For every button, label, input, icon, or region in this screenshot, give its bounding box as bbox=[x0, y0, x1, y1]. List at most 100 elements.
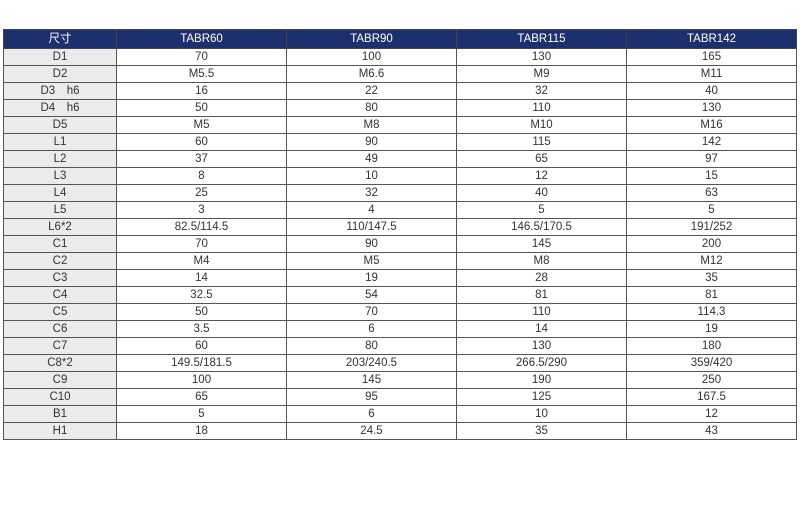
cell-value: 49 bbox=[286, 150, 457, 168]
table-row: C4 32.5 54 81 81 bbox=[3, 286, 797, 304]
cell-value: 35 bbox=[456, 422, 627, 440]
cell-value: M4 bbox=[116, 252, 287, 270]
cell-value: 5 bbox=[626, 201, 797, 219]
cell-value: 70 bbox=[286, 303, 457, 321]
row-label: L5 bbox=[3, 201, 117, 219]
cell-value: 63 bbox=[626, 184, 797, 202]
cell-value: 4 bbox=[286, 201, 457, 219]
table-row: C10 65 95 125 167.5 bbox=[3, 388, 797, 406]
row-label: C5 bbox=[3, 303, 117, 321]
cell-value: 50 bbox=[116, 303, 287, 321]
row-label: D1 bbox=[3, 48, 117, 66]
row-label: L6*2 bbox=[3, 218, 117, 236]
cell-value: 22 bbox=[286, 82, 457, 100]
cell-value: 3 bbox=[116, 201, 287, 219]
cell-value: 250 bbox=[626, 371, 797, 389]
cell-value: 65 bbox=[456, 150, 627, 168]
table-row: C3 14 19 28 35 bbox=[3, 269, 797, 287]
cell-value: 60 bbox=[116, 133, 287, 151]
cell-value: 130 bbox=[456, 48, 627, 66]
cell-value: 81 bbox=[626, 286, 797, 304]
row-label: C3 bbox=[3, 269, 117, 287]
cell-value: M6.6 bbox=[286, 65, 457, 83]
row-label: C9 bbox=[3, 371, 117, 389]
table-row: L1 60 90 115 142 bbox=[3, 133, 797, 151]
cell-value: 110/147.5 bbox=[286, 218, 457, 236]
cell-value: 18 bbox=[116, 422, 287, 440]
table-row: C1 70 90 145 200 bbox=[3, 235, 797, 253]
header-model: TABR115 bbox=[456, 29, 627, 49]
cell-value: 203/240.5 bbox=[286, 354, 457, 372]
cell-value: 15 bbox=[626, 167, 797, 185]
cell-value: 359/420 bbox=[626, 354, 797, 372]
cell-value: M16 bbox=[626, 116, 797, 134]
cell-value: 37 bbox=[116, 150, 287, 168]
row-label: C7 bbox=[3, 337, 117, 355]
cell-value: 200 bbox=[626, 235, 797, 253]
row-label: L1 bbox=[3, 133, 117, 151]
cell-value: 146.5/170.5 bbox=[456, 218, 627, 236]
cell-value: 180 bbox=[626, 337, 797, 355]
table-row: D1 70 100 130 165 bbox=[3, 48, 797, 66]
cell-value: 65 bbox=[116, 388, 287, 406]
cell-value: 266.5/290 bbox=[456, 354, 627, 372]
row-label: C6 bbox=[3, 320, 117, 338]
row-label: C1 bbox=[3, 235, 117, 253]
cell-value: M8 bbox=[286, 116, 457, 134]
cell-value: 32 bbox=[456, 82, 627, 100]
cell-value: M11 bbox=[626, 65, 797, 83]
header-row: 尺寸 TABR60 TABR90 TABR115 TABR142 bbox=[3, 29, 797, 49]
table-row: C9 100 145 190 250 bbox=[3, 371, 797, 389]
table-row: C7 60 80 130 180 bbox=[3, 337, 797, 355]
cell-value: 80 bbox=[286, 99, 457, 117]
cell-value: 165 bbox=[626, 48, 797, 66]
cell-value: 28 bbox=[456, 269, 627, 287]
row-label: C2 bbox=[3, 252, 117, 270]
cell-value: 82.5/114.5 bbox=[116, 218, 287, 236]
cell-value: 70 bbox=[116, 235, 287, 253]
header-model: TABR142 bbox=[626, 29, 797, 49]
cell-value: 149.5/181.5 bbox=[116, 354, 287, 372]
cell-value: 40 bbox=[626, 82, 797, 100]
cell-value: 12 bbox=[456, 167, 627, 185]
table-row: B1 5 6 10 12 bbox=[3, 405, 797, 423]
cell-value: 130 bbox=[626, 99, 797, 117]
table-row: H1 18 24.5 35 43 bbox=[3, 422, 797, 440]
cell-value: 3.5 bbox=[116, 320, 287, 338]
cell-value: 100 bbox=[286, 48, 457, 66]
cell-value: 145 bbox=[456, 235, 627, 253]
table-row: C5 50 70 110 114.3 bbox=[3, 303, 797, 321]
cell-value: 95 bbox=[286, 388, 457, 406]
row-label: C10 bbox=[3, 388, 117, 406]
cell-value: M10 bbox=[456, 116, 627, 134]
cell-value: M12 bbox=[626, 252, 797, 270]
row-label: C4 bbox=[3, 286, 117, 304]
table-body: D1 70 100 130 165 D2 M5.5 M6.6 M9 M11 D3 h6 16 22 32 4… bbox=[3, 48, 797, 440]
table-row: C6 3.5 6 14 19 bbox=[3, 320, 797, 338]
row-label: B1 bbox=[3, 405, 117, 423]
cell-value: 191/252 bbox=[626, 218, 797, 236]
cell-value: M5.5 bbox=[116, 65, 287, 83]
cell-value: 110 bbox=[456, 303, 627, 321]
cell-value: 43 bbox=[626, 422, 797, 440]
cell-value: 100 bbox=[116, 371, 287, 389]
cell-value: 8 bbox=[116, 167, 287, 185]
table-row: L5 3 4 5 5 bbox=[3, 201, 797, 219]
cell-value: 12 bbox=[626, 405, 797, 423]
table-row: D5 M5 M8 M10 M16 bbox=[3, 116, 797, 134]
header-model: TABR90 bbox=[286, 29, 457, 49]
table-row: L2 37 49 65 97 bbox=[3, 150, 797, 168]
cell-value: 50 bbox=[116, 99, 287, 117]
cell-value: 32 bbox=[286, 184, 457, 202]
table-row: D3 h6 16 22 32 40 bbox=[3, 82, 797, 100]
row-label: D3 h6 bbox=[3, 82, 117, 100]
cell-value: 130 bbox=[456, 337, 627, 355]
cell-value: 14 bbox=[116, 269, 287, 287]
row-label: D4 h6 bbox=[3, 99, 117, 117]
cell-value: 5 bbox=[456, 201, 627, 219]
cell-value: 24.5 bbox=[286, 422, 457, 440]
cell-value: 145 bbox=[286, 371, 457, 389]
cell-value: M8 bbox=[456, 252, 627, 270]
cell-value: 81 bbox=[456, 286, 627, 304]
row-label: H1 bbox=[3, 422, 117, 440]
